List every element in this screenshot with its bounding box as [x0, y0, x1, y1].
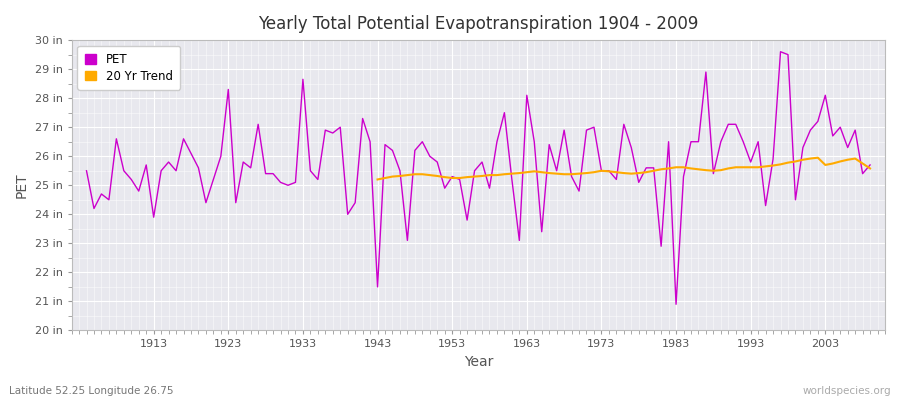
PET — [536, 229, 547, 234]
PET — [544, 142, 554, 147]
Y-axis label: PET: PET — [15, 172, 29, 198]
X-axis label: Year: Year — [464, 355, 493, 369]
20 Yr Trend — [835, 159, 846, 164]
PET — [618, 122, 629, 127]
Text: worldspecies.org: worldspecies.org — [803, 386, 891, 396]
20 Yr Trend — [745, 165, 756, 170]
20 Yr Trend — [446, 176, 457, 180]
PET — [768, 157, 778, 162]
20 Yr Trend — [865, 166, 876, 171]
PET — [865, 162, 876, 167]
20 Yr Trend — [372, 177, 382, 182]
20 Yr Trend — [432, 174, 443, 178]
PET — [104, 197, 114, 202]
Title: Yearly Total Potential Evapotranspiration 1904 - 2009: Yearly Total Potential Evapotranspiratio… — [258, 15, 698, 33]
PET — [775, 49, 786, 54]
Text: Latitude 52.25 Longitude 26.75: Latitude 52.25 Longitude 26.75 — [9, 386, 174, 396]
PET — [670, 302, 681, 307]
PET — [589, 125, 599, 130]
20 Yr Trend — [813, 155, 824, 160]
Legend: PET, 20 Yr Trend: PET, 20 Yr Trend — [77, 46, 180, 90]
Line: PET: PET — [86, 52, 870, 304]
Line: 20 Yr Trend: 20 Yr Trend — [377, 158, 870, 180]
20 Yr Trend — [596, 168, 607, 173]
PET — [81, 168, 92, 173]
20 Yr Trend — [573, 171, 584, 176]
